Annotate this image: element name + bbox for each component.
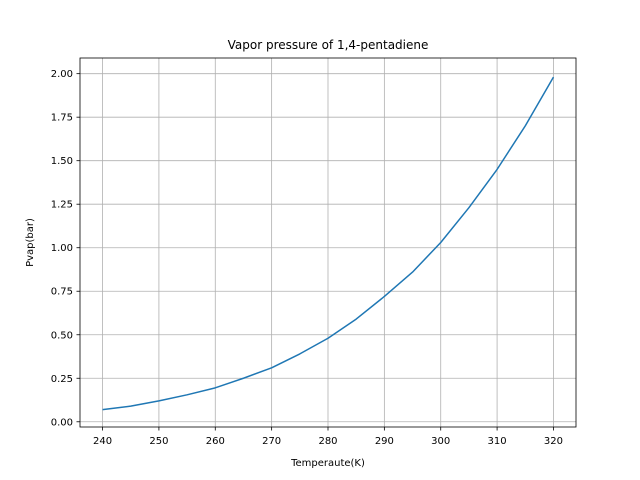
- x-tick-label: 250: [149, 436, 168, 447]
- y-tick-label: 0.00: [51, 417, 73, 428]
- y-tick-label: 1.25: [51, 200, 73, 211]
- chart-title: Vapor pressure of 1,4-pentadiene: [228, 38, 429, 52]
- x-tick-label: 280: [318, 436, 337, 447]
- x-tick-label: 240: [93, 436, 112, 447]
- grid-lines: [80, 58, 576, 427]
- x-axis-label: Temperaute(K): [290, 458, 365, 469]
- x-axis: 240 250 260 270 280 290 300 310 320: [93, 427, 563, 447]
- y-tick-label: 0.75: [51, 287, 73, 298]
- x-tick-label: 310: [488, 436, 507, 447]
- y-tick-label: 0.50: [51, 330, 73, 341]
- series-layer: [102, 76, 555, 411]
- y-tick-label: 1.75: [51, 113, 73, 124]
- x-tick-label: 290: [375, 436, 394, 447]
- x-tick-label: 300: [431, 436, 450, 447]
- series-line: [102, 76, 555, 411]
- y-axis-label: Pvap(bar): [25, 218, 36, 267]
- y-tick-label: 2.00: [51, 69, 73, 80]
- x-tick-label: 270: [262, 436, 281, 447]
- y-axis: 0.00 0.25 0.50 0.75 1.00 1.25 1.50 1.75 2.00: [51, 69, 80, 428]
- x-tick-label: 320: [544, 436, 563, 447]
- y-tick-label: 1.00: [51, 243, 73, 254]
- y-tick-label: 1.50: [51, 156, 73, 167]
- y-tick-label: 0.25: [51, 374, 73, 385]
- x-tick-label: 260: [206, 436, 225, 447]
